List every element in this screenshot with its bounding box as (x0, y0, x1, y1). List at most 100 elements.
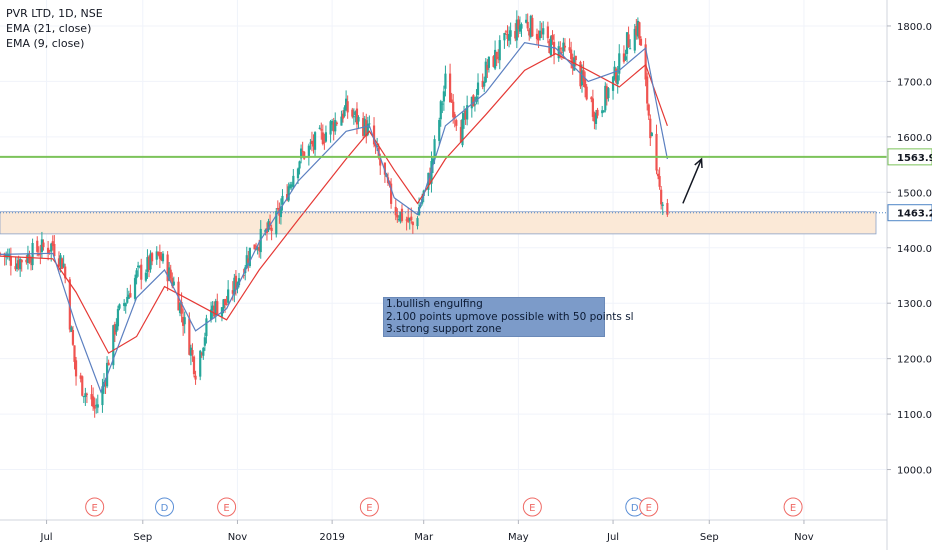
x-tick-label: Nov (228, 532, 248, 543)
candle-body (234, 275, 238, 290)
candle-body (331, 120, 334, 125)
event-marker-label: E (92, 503, 98, 514)
candle-body (355, 108, 359, 125)
event-marker-label: E (223, 503, 229, 514)
y-tick-label: 1500.00 (897, 188, 932, 199)
candle-body (82, 396, 85, 398)
candle-body (211, 305, 214, 310)
ema21-legend[interactable]: EMA (21, close) (6, 22, 92, 35)
candle-body (340, 116, 343, 126)
ema9-legend[interactable]: EMA (9, close) (6, 37, 85, 50)
candle-body (580, 70, 584, 86)
candle-body (390, 183, 393, 204)
candle-body (8, 254, 11, 256)
y-tick-label: 1800.00 (897, 22, 932, 33)
candle-body (101, 386, 104, 406)
candle-body (233, 277, 236, 295)
candle-body (73, 345, 76, 362)
candle-body (351, 109, 354, 117)
candle-body (166, 254, 169, 282)
candle-body (383, 162, 387, 175)
ema21-line[interactable] (0, 53, 668, 354)
candle-body (438, 120, 441, 141)
candle-body (140, 264, 143, 280)
candle-body (188, 318, 191, 355)
candle-body (307, 145, 310, 158)
price-axis-label-box[interactable] (887, 204, 932, 222)
candle-body (227, 289, 230, 303)
candle-body (126, 296, 129, 303)
event-marker-earnings[interactable] (783, 497, 803, 517)
candle-body (551, 35, 554, 40)
support-zone[interactable] (0, 211, 877, 235)
candle-body (514, 31, 517, 39)
x-tick-label: 2019 (319, 532, 344, 543)
event-marker-earnings[interactable] (522, 497, 542, 517)
x-tick-label: Sep (133, 532, 152, 543)
event-marker-label: E (790, 503, 796, 514)
candle-body (9, 257, 12, 266)
candle-body (264, 229, 267, 233)
candle-body (400, 208, 404, 221)
candle-body (365, 120, 368, 137)
candle-body (431, 158, 435, 164)
candle-body (573, 57, 576, 71)
candle-body (334, 120, 337, 132)
candle-body (146, 257, 149, 272)
price-axis-label-box[interactable] (887, 148, 932, 166)
candle-body (397, 218, 400, 220)
candle-body (394, 206, 397, 216)
candle-body (199, 350, 202, 377)
ema9-line[interactable] (0, 41, 668, 394)
candle-body (495, 51, 498, 60)
candle-body (192, 356, 196, 375)
candle-body (466, 105, 469, 120)
candle-body (507, 34, 511, 41)
candle-body (270, 227, 273, 232)
candle-body (546, 26, 549, 39)
candle-body (28, 255, 31, 263)
candle-body (0, 252, 2, 254)
candle-body (214, 300, 217, 316)
candle-body (209, 309, 213, 321)
candle-body (528, 29, 531, 36)
candle-body (594, 112, 598, 124)
price-axis-label: 1463.20 (897, 209, 932, 220)
event-marker-dividend[interactable] (155, 497, 175, 517)
candle-body (53, 243, 56, 257)
event-marker-earnings[interactable] (639, 497, 659, 517)
candle-body (137, 265, 140, 268)
candle-body (95, 404, 98, 406)
candle-body (150, 253, 154, 262)
candle-body (335, 122, 338, 125)
event-marker-earnings[interactable] (359, 497, 379, 517)
candle-body (222, 299, 225, 309)
candle-body (310, 140, 314, 145)
candle-body (324, 132, 328, 142)
candle-body (570, 49, 573, 60)
candle-body (372, 125, 376, 145)
candle-body (59, 255, 62, 265)
candle-body (79, 375, 82, 379)
candle-body (107, 362, 110, 366)
text-annotation[interactable]: 1.bullish engulfing 2.100 points upmove … (383, 297, 634, 337)
candle-body (71, 330, 75, 345)
candle-body (602, 110, 605, 113)
x-tick-label: Sep (700, 532, 719, 543)
candle-body (433, 139, 436, 157)
event-marker-earnings[interactable] (85, 497, 105, 517)
arrow-line[interactable] (682, 158, 703, 204)
candle-body (323, 141, 326, 143)
candle-body (225, 303, 228, 305)
candle-body (129, 293, 132, 298)
candle-body (118, 304, 121, 309)
candle-body (407, 217, 410, 222)
candle-body (537, 36, 540, 41)
candle-body (37, 253, 40, 256)
candle-body (62, 263, 65, 267)
event-marker-earnings[interactable] (217, 497, 237, 517)
candle-body (396, 214, 399, 218)
symbol-legend[interactable]: PVR LTD, 1D, NSE (6, 7, 103, 20)
